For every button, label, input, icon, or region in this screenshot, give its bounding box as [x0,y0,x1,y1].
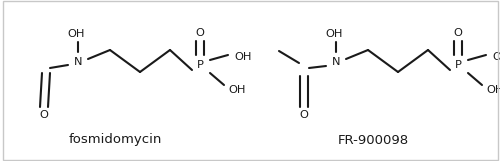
Text: N: N [332,57,340,67]
Text: OH: OH [486,85,500,95]
Text: FR-900098: FR-900098 [338,133,408,147]
Text: OH: OH [228,85,246,95]
Text: O: O [454,28,462,38]
Text: O: O [300,110,308,120]
Text: P: P [196,60,203,70]
Text: OH: OH [492,52,500,62]
Text: O: O [196,28,204,38]
Text: P: P [454,60,462,70]
Text: O: O [40,110,48,120]
Text: OH: OH [234,52,252,62]
Text: fosmidomycin: fosmidomycin [68,133,162,147]
Text: OH: OH [67,29,85,39]
Text: N: N [74,57,82,67]
Text: OH: OH [325,29,343,39]
